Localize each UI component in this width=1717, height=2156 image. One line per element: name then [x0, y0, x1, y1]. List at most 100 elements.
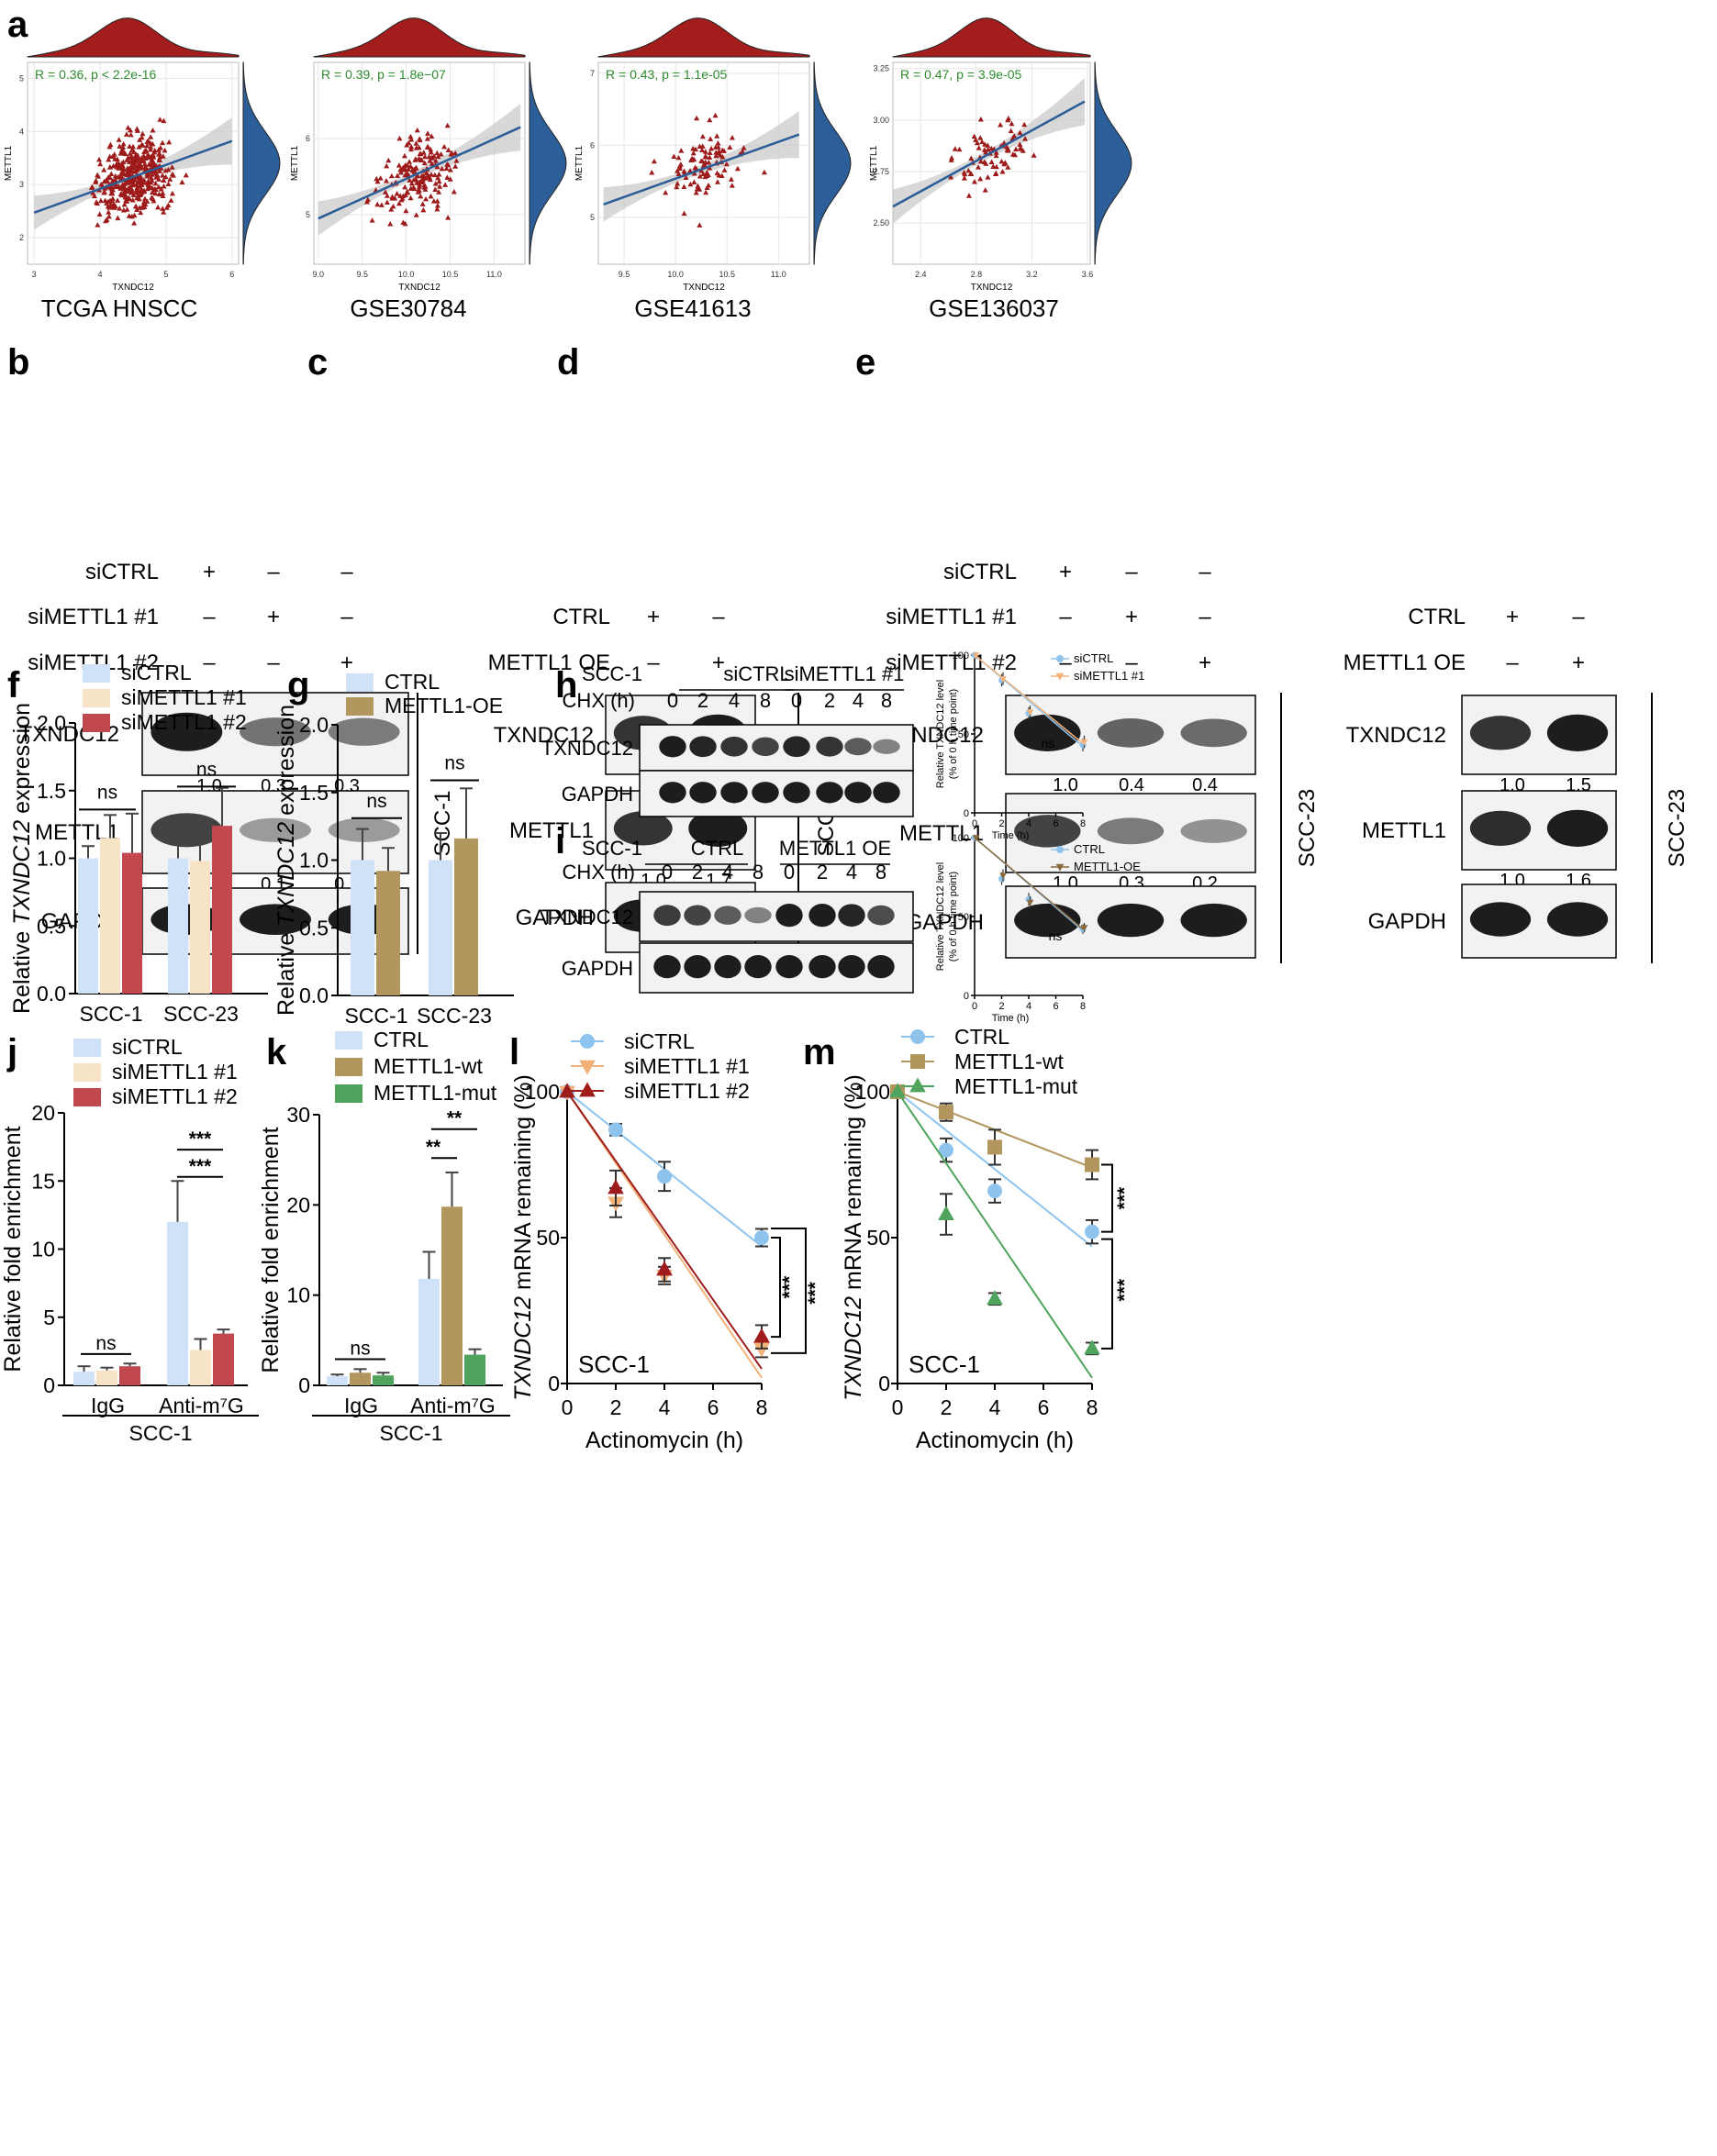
condition-sign: –	[1506, 650, 1519, 675]
blot-band	[688, 809, 748, 847]
data-point	[122, 194, 128, 200]
data-point	[413, 176, 419, 182]
blot-band	[1097, 817, 1165, 845]
data-point	[580, 1034, 595, 1049]
data-point	[435, 174, 441, 181]
data-point	[443, 165, 450, 171]
data-point	[428, 172, 434, 177]
data-point	[728, 176, 734, 182]
data-point	[120, 144, 127, 150]
data-point	[965, 193, 972, 198]
data-point	[106, 156, 112, 162]
data-point	[451, 189, 457, 194]
data-point	[165, 166, 172, 172]
data-point	[939, 1142, 953, 1158]
blot-band	[752, 737, 779, 757]
data-point	[142, 155, 149, 161]
legend-swatch	[335, 1084, 362, 1103]
x-tick-label: 9.5	[619, 270, 630, 279]
data-point	[117, 172, 124, 179]
x-axis-label: TXNDC12	[971, 283, 1013, 293]
data-point	[151, 161, 158, 167]
panel-a: 3 4 5 6 2 3 4 5 TXNDC12 METTL1 R = 0.36, p < 2.2e-…	[4, 17, 1132, 322]
data-point	[161, 183, 167, 189]
data-point	[721, 167, 728, 172]
x-tick-label: 4	[1026, 818, 1031, 829]
data-point	[956, 146, 963, 152]
protein-label: GAPDH	[562, 957, 633, 980]
time-label: 2	[817, 861, 828, 884]
fit-line	[974, 837, 1084, 930]
significance-bracket	[1101, 1238, 1113, 1350]
blot-band	[1546, 902, 1609, 937]
data-point	[162, 147, 168, 153]
data-point	[447, 176, 453, 182]
data-point	[1018, 144, 1024, 150]
data-point	[126, 213, 132, 218]
data-point	[126, 172, 132, 177]
data-point	[656, 1261, 673, 1276]
data-point	[105, 178, 111, 184]
fit-line	[897, 1091, 1093, 1248]
x-tick-label: 0	[562, 1395, 574, 1419]
data-point	[445, 215, 452, 220]
legend-label: siMETTL1 #2	[624, 1079, 750, 1103]
data-point	[111, 151, 117, 157]
data-point	[395, 172, 401, 179]
data-point	[608, 1122, 623, 1138]
data-point	[118, 184, 125, 191]
data-point	[149, 172, 155, 177]
data-point	[987, 1290, 1003, 1306]
scatter-panel-a1: 3 4 5 6 2 3 4 5 TXNDC12 METTL1 R = 0.36, p < 2.2e-…	[4, 17, 281, 322]
bar	[213, 1333, 234, 1385]
data-point	[715, 139, 721, 146]
y-tick-label: 15	[31, 1169, 55, 1193]
x-axis-label: Actinomycin (h)	[585, 1428, 743, 1453]
data-point	[697, 186, 703, 192]
cell-line-label: SCC-1	[578, 1350, 650, 1378]
data-point	[152, 186, 159, 193]
legend-label: CTRL	[385, 670, 440, 694]
y-tick-label: 6	[590, 140, 595, 150]
data-point	[106, 209, 112, 215]
condition-label: siMETTL1 #2	[886, 650, 1017, 675]
data-point	[968, 155, 975, 161]
blot-band	[328, 817, 400, 842]
data-point	[998, 121, 1004, 128]
condition-label: siCTRL	[943, 560, 1017, 584]
panel-letter-b: b	[7, 342, 29, 383]
data-point	[104, 217, 110, 222]
data-point	[168, 197, 174, 203]
data-point	[378, 202, 385, 207]
data-point	[128, 154, 134, 160]
data-point	[437, 183, 443, 189]
condition-sign: –	[712, 605, 725, 629]
data-point	[651, 158, 657, 164]
condition-sign: –	[1199, 605, 1211, 629]
panel-letter-l: l	[509, 1032, 519, 1072]
data-point	[1055, 863, 1065, 872]
data-point	[117, 163, 124, 169]
data-point	[155, 183, 162, 190]
data-point	[424, 144, 430, 150]
protein-label: TXNDC12	[494, 723, 594, 748]
data-point	[403, 207, 409, 214]
y-tick-label: 1.5	[299, 781, 329, 805]
x-tick-label: 2	[941, 1395, 953, 1419]
cell-line-label: SCC-1	[909, 1350, 980, 1378]
data-point	[132, 162, 139, 169]
data-point	[134, 128, 140, 133]
y-tick-label: 50	[958, 912, 969, 923]
y-marginal-density	[242, 61, 281, 265]
decay-chart-m: 0 50 100 0 2 4 6 8 Actinomycin (h) TXNDC12 mRNA r…	[841, 1025, 1135, 1453]
data-point	[407, 133, 414, 139]
legend-label: METTL1-wt	[954, 1050, 1064, 1073]
data-point	[114, 164, 120, 170]
data-point	[374, 178, 381, 184]
data-point	[139, 142, 146, 148]
data-point	[405, 189, 411, 195]
data-point	[434, 163, 440, 170]
data-point	[131, 149, 138, 155]
y-axis-label: METTL1	[869, 145, 879, 181]
protein-label: TXNDC12	[541, 906, 633, 928]
